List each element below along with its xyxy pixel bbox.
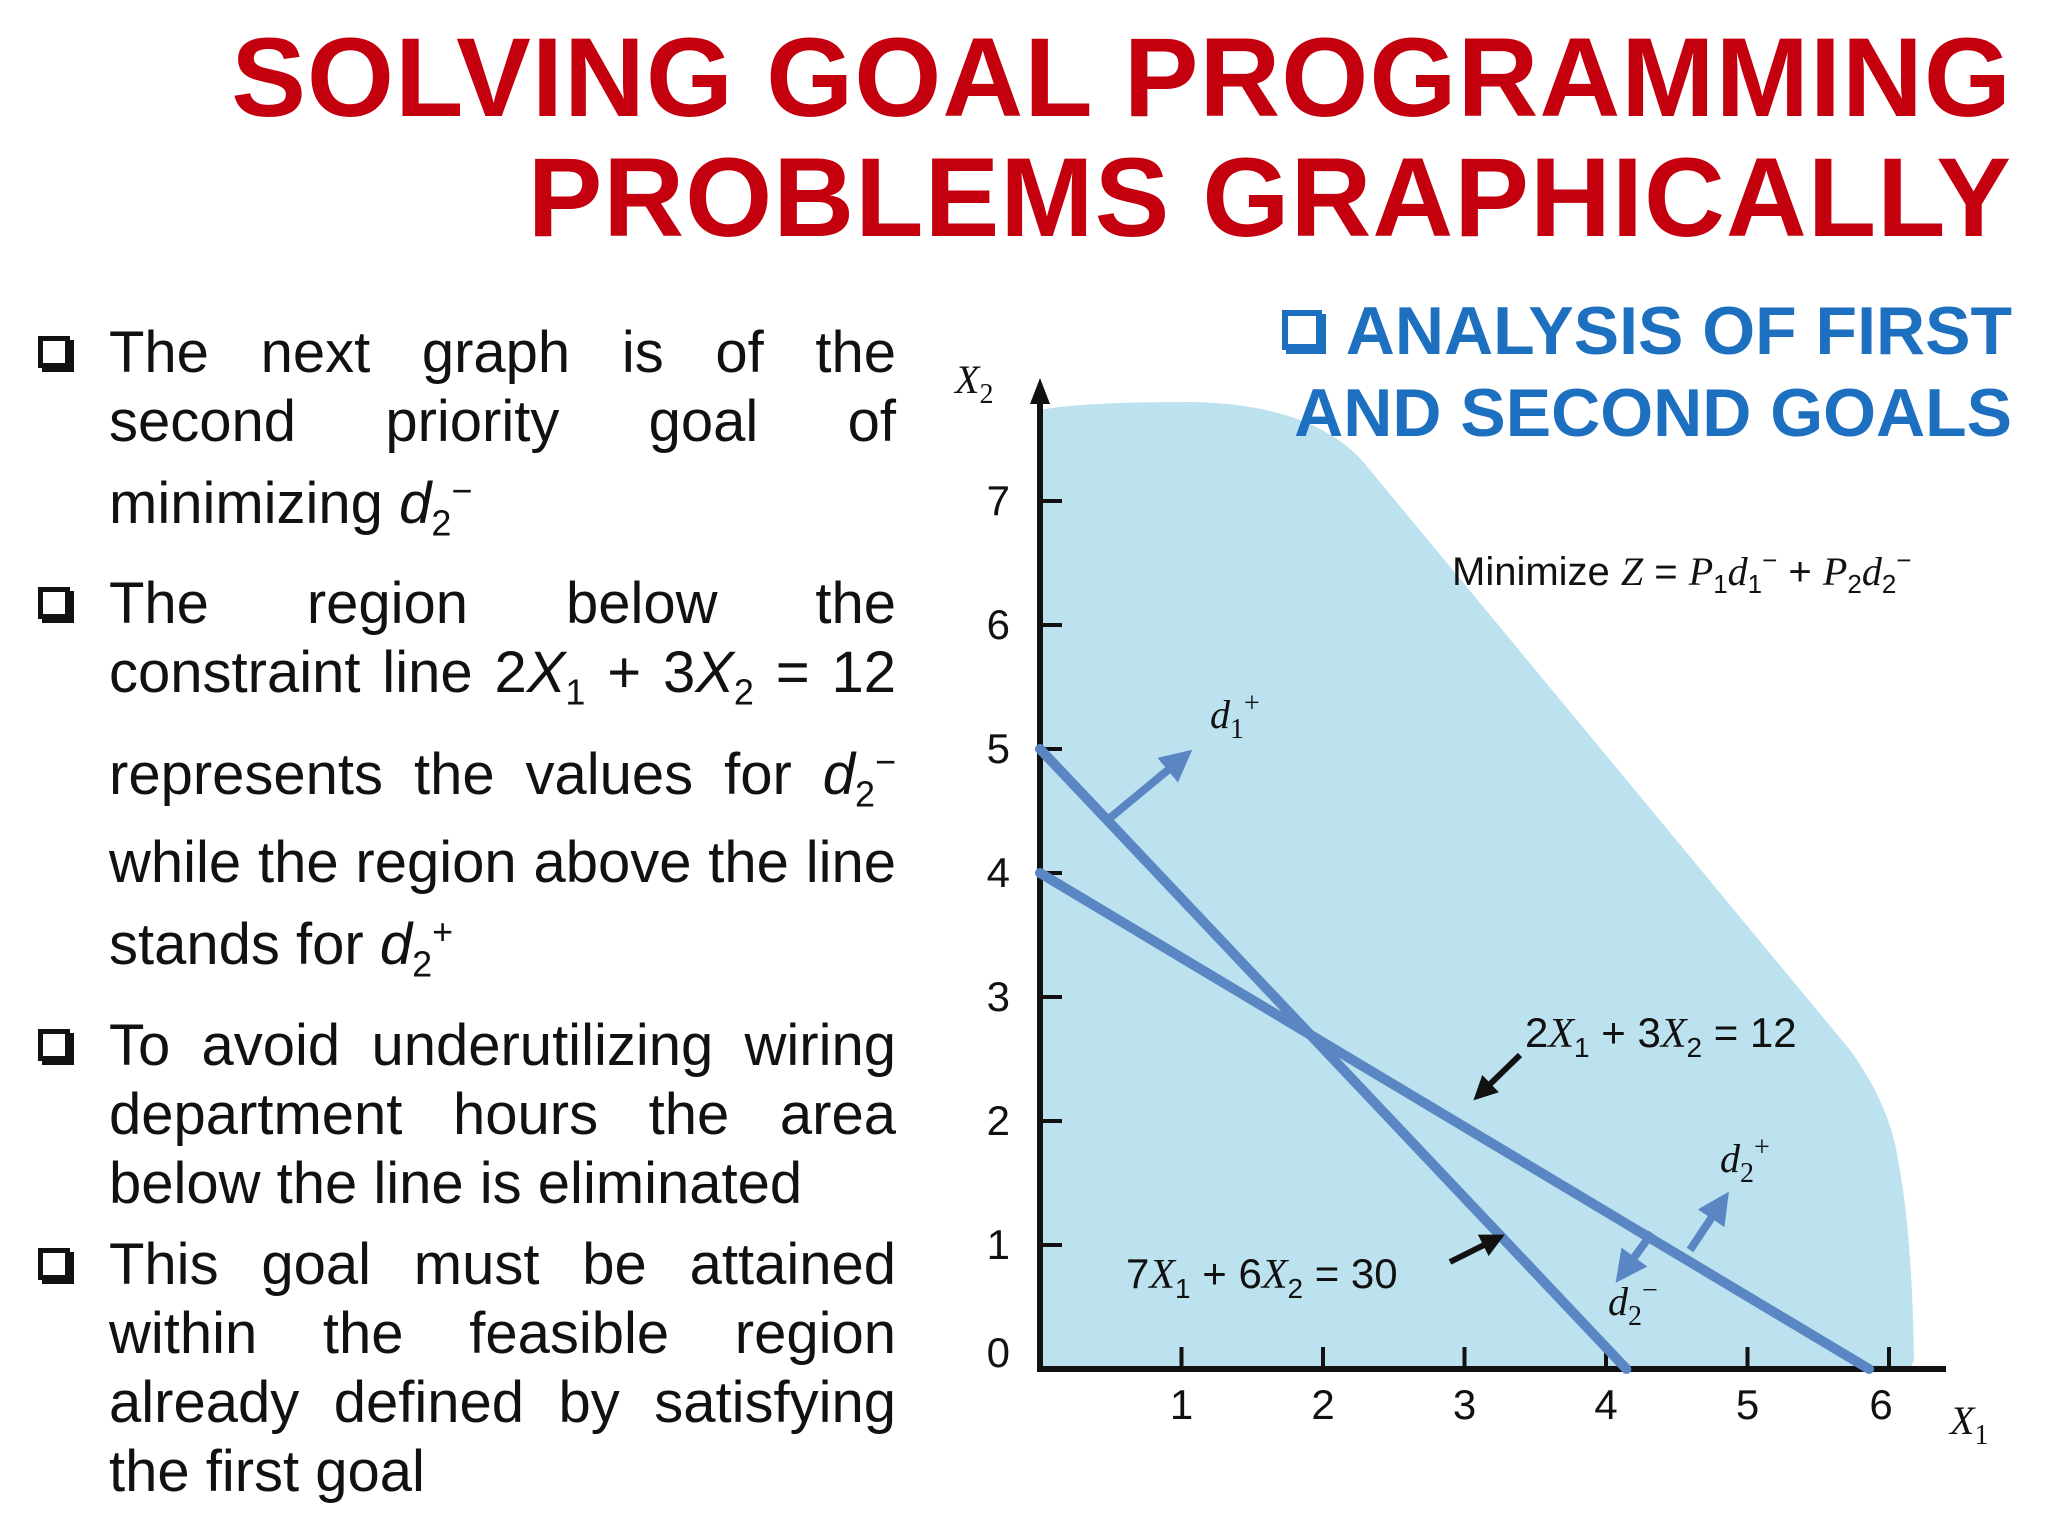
x-tick-label: 3 xyxy=(1453,1381,1476,1428)
x-tick-label: 6 xyxy=(1869,1381,1892,1428)
bullet-list: The next graph is of the second priority… xyxy=(34,318,896,1518)
y-tick-label: 2 xyxy=(987,1097,1010,1144)
d2-plus-symbol: d2+ xyxy=(379,911,454,985)
section-heading: ANALYSIS OF FIRST AND SECOND GOALS xyxy=(1281,290,2012,454)
bullet-item-4: This goal must be attained within the fe… xyxy=(34,1230,896,1506)
checkbox-bullet-icon xyxy=(38,1028,70,1061)
axis-ticks: 1 2 3 4 5 6 0 1 2 3 4 5 6 7 xyxy=(987,477,1893,1428)
d2-plus-arrow xyxy=(1686,1191,1729,1253)
d2-minus-symbol: d2− xyxy=(399,470,473,544)
title-line-2: PROBLEMS GRAPHICALLY xyxy=(527,135,2012,260)
x-tick-label: 4 xyxy=(1594,1381,1617,1428)
y-tick-label: 1 xyxy=(987,1221,1010,1268)
y-axis-label: X2 xyxy=(953,357,993,410)
bullet-1-text: The next graph is of the second priority… xyxy=(109,320,896,536)
goal2-line-label: 2X1 + 3X2 = 12 xyxy=(1525,1009,1797,1063)
bullet-2-text-d: while the region above the line stands f… xyxy=(109,830,896,978)
y-tick-label: 4 xyxy=(987,849,1010,896)
d2-minus-symbol: d2− xyxy=(822,740,896,815)
bullet-item-2: The region below the constraint line 2X1… xyxy=(34,569,896,998)
goal1-line-label: 7X1 + 6X2 = 30 xyxy=(1126,1250,1398,1304)
checkbox-bullet-icon xyxy=(38,1247,70,1280)
x-axis-label: X1 xyxy=(1948,1398,1988,1451)
section-heading-line-2: AND SECOND GOALS xyxy=(1294,375,2012,451)
x-tick-label: 2 xyxy=(1311,1381,1334,1428)
y-tick-label: 5 xyxy=(987,725,1010,772)
bullet-4-text: This goal must be attained within the fe… xyxy=(109,1231,896,1504)
checkbox-bullet-icon xyxy=(38,336,70,368)
callout-arrow-goal1 xyxy=(1448,1234,1505,1265)
bullet-3-text: To avoid underutilizing wiring departmen… xyxy=(109,1012,896,1216)
x-tick-label: 1 xyxy=(1170,1381,1193,1428)
x-tick-label: 5 xyxy=(1736,1381,1759,1428)
y-tick-label: 6 xyxy=(987,601,1010,648)
bullet-item-3: To avoid underutilizing wiring departmen… xyxy=(34,1011,896,1218)
y-axis-arrow-icon xyxy=(1030,378,1050,404)
line-2x1-3x2-12 xyxy=(1035,868,1874,1374)
objective-label: Minimize Z = P1d1− + P2d2− xyxy=(1452,545,1911,599)
y-tick-label: 3 xyxy=(987,973,1010,1020)
checkbox-bullet-icon xyxy=(1281,310,1322,350)
page-title: SOLVING GOAL PROGRAMMING PROBLEMS GRAPHI… xyxy=(231,18,2012,258)
bullet-2-text-a: The region below the constraint line 2 xyxy=(109,571,896,706)
feasible-region xyxy=(1040,402,1914,1370)
section-heading-line-1: ANALYSIS OF FIRST xyxy=(1281,290,2012,372)
bullet-2-text-b: + 3 xyxy=(585,640,696,706)
d1-plus-arrow xyxy=(1107,749,1193,822)
callout-arrow-goal2 xyxy=(1473,1052,1523,1101)
bullet-2-text-c: = 12 represents the values for xyxy=(109,640,896,807)
bullet-item-1: The next graph is of the second priority… xyxy=(34,318,896,557)
line-7x1-6x2-30 xyxy=(1035,744,1632,1374)
x1-symbol: X1 xyxy=(526,640,586,713)
checkbox-bullet-icon xyxy=(38,587,70,620)
x2-symbol: X2 xyxy=(695,640,754,713)
title-line-1: SOLVING GOAL PROGRAMMING xyxy=(231,15,2012,140)
d2-minus-arrow xyxy=(1615,1230,1656,1283)
y-tick-label: 0 xyxy=(987,1329,1010,1376)
y-tick-label: 7 xyxy=(987,477,1010,524)
